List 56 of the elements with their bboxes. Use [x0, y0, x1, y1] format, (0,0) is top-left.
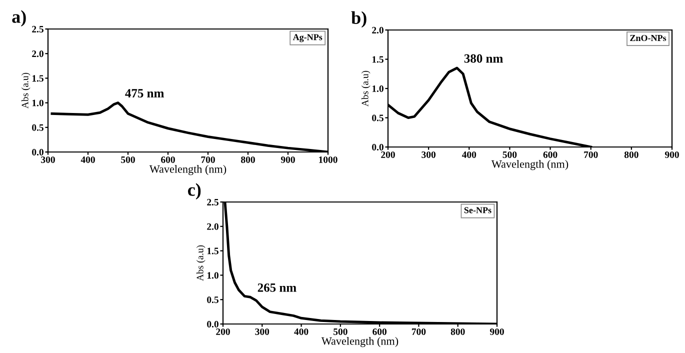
annotation: ZnO-NPs — [630, 34, 666, 42]
y-tick-label: 1.5 — [372, 56, 384, 63]
x-tick-label: 600 — [543, 151, 558, 158]
annotation: 265 nm — [258, 283, 296, 292]
y-tick-label: 0.5 — [372, 114, 384, 122]
x-tick-label: 400 — [462, 151, 476, 158]
annotation: 380 nm — [464, 54, 503, 63]
x-tick-label: 400 — [294, 328, 308, 336]
y-axis-title: Abs (a.u) — [196, 245, 206, 281]
y-tick-label: 0.0 — [372, 144, 384, 151]
y-tick-label: 2.5 — [32, 26, 44, 33]
y-tick-label: 1.5 — [207, 248, 218, 254]
x-tick-label: 500 — [502, 151, 517, 158]
y-tick-label: 2.0 — [207, 223, 218, 230]
x-axis-title: Wavelength (nm) — [491, 160, 568, 170]
x-tick-label: 400 — [80, 156, 95, 164]
y-axis-title: Abs (a.u) — [361, 70, 370, 106]
annotation: Ag-NPs — [292, 34, 322, 42]
x-tick-label: 200 — [216, 328, 230, 336]
y-tick-label: 0.0 — [207, 320, 218, 328]
x-axis-title: Wavelength (nm) — [149, 164, 226, 176]
y-tick-label: 1.5 — [32, 75, 44, 82]
annotation: Se-NPs — [464, 207, 492, 214]
x-tick-label: 300 — [255, 328, 270, 336]
x-tick-label: 700 — [201, 156, 215, 164]
x-tick-label: 200 — [381, 151, 395, 158]
y-tick-label: 2.0 — [372, 26, 384, 34]
y-tick-label: 0.5 — [32, 124, 44, 131]
x-tick-label: 700 — [584, 151, 598, 158]
chart-title: b) — [351, 11, 366, 28]
x-tick-label: 300 — [41, 156, 55, 164]
annotation: 475 nm — [125, 89, 164, 98]
x-tick-label: 800 — [241, 156, 255, 164]
x-tick-label: 900 — [490, 328, 504, 336]
x-tick-label: 500 — [121, 156, 135, 164]
x-tick-label: 900 — [280, 156, 295, 164]
y-axis-title: Abs (a.u) — [21, 72, 30, 108]
x-axis-title: Wavelength (nm) — [321, 336, 398, 348]
x-tick-label: 500 — [334, 328, 348, 336]
y-tick-label: 1.0 — [32, 100, 44, 106]
x-tick-label: 700 — [412, 328, 426, 336]
chart-title: c) — [188, 183, 201, 200]
chart-title: a) — [12, 10, 26, 27]
y-tick-label: 0.0 — [32, 148, 44, 156]
x-tick-label: 600 — [372, 328, 386, 336]
y-tick-label: 1.0 — [207, 272, 218, 279]
x-tick-label: 800 — [624, 151, 638, 158]
y-tick-label: 2.5 — [207, 198, 218, 206]
y-tick-label: 2.0 — [32, 50, 44, 58]
y-tick-label: 1.0 — [372, 85, 384, 92]
y-tick-label: 0.5 — [207, 296, 218, 304]
x-tick-label: 900 — [664, 151, 679, 158]
x-tick-label: 800 — [450, 328, 465, 336]
x-tick-label: 1000 — [319, 156, 338, 164]
x-tick-label: 300 — [422, 151, 436, 158]
x-tick-label: 600 — [161, 156, 175, 164]
